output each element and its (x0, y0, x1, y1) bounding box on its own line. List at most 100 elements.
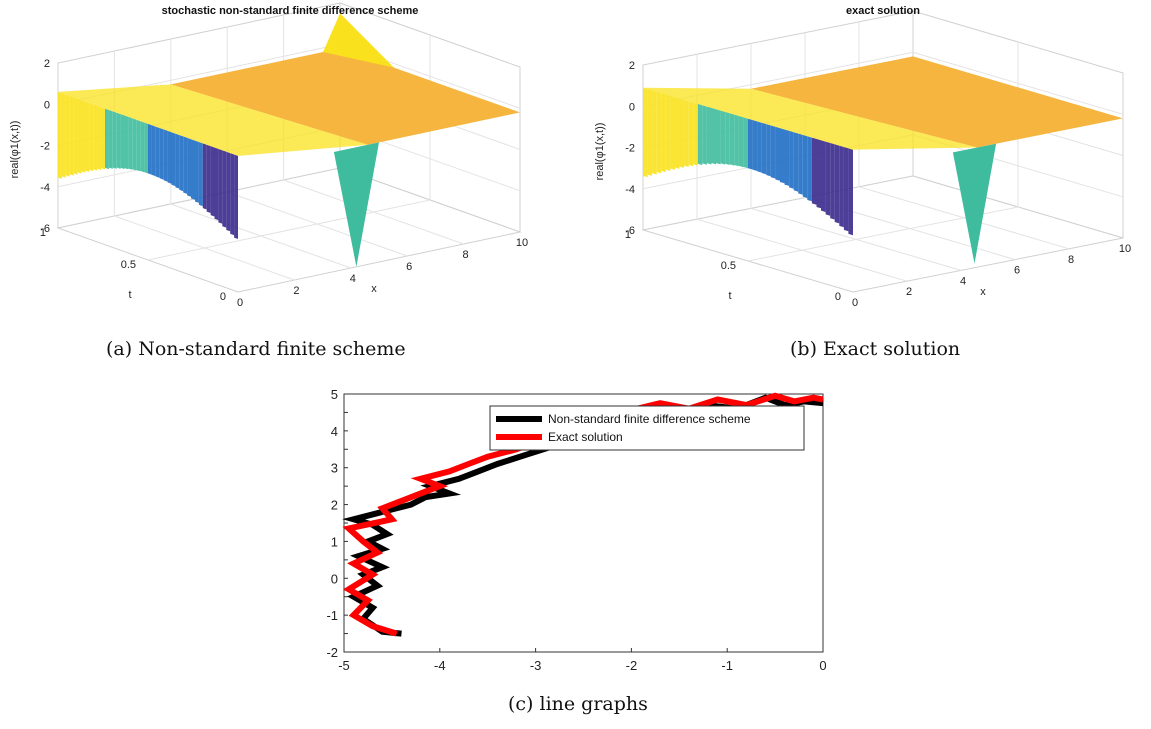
t-axis-label: t (728, 290, 731, 302)
x-tick-label: 4 (350, 273, 356, 285)
surface-strip (151, 125, 156, 177)
surface-strip (702, 105, 707, 165)
t-tick-label: 0 (835, 291, 841, 303)
surface-strip (226, 151, 231, 232)
x-tick-label: -1 (721, 658, 733, 673)
surface-strip (816, 138, 821, 209)
surface-strip (206, 144, 211, 213)
surface-strip (214, 147, 219, 221)
surface-strip (73, 97, 78, 175)
z-tick-label: 0 (44, 99, 50, 111)
z-tick-label: -2 (40, 141, 50, 153)
surface-strip (112, 111, 117, 169)
surface-strip (155, 126, 160, 178)
surface-strip (69, 96, 74, 176)
surface-title: stochastic non-standard finite differenc… (162, 5, 419, 17)
surface-crest (323, 13, 394, 68)
surface-strip (163, 129, 168, 182)
surface-strip (77, 98, 82, 174)
series-line-1 (342, 392, 824, 637)
y-tick-label: 3 (331, 461, 338, 476)
surface-strip (101, 107, 105, 170)
surface-plot-a: 2 0 -2 -4 -6 0 2 4 6 8 10 0 0.5 1 x t real(φ1(x,t)) stoch… (0, 0, 560, 310)
surface-strip (706, 106, 712, 165)
caption-b: (b) Exact solution (790, 338, 961, 360)
surface-strip (697, 103, 703, 166)
z-tick-label: 2 (629, 60, 635, 72)
x-tick-label: 8 (463, 249, 469, 261)
grid-line-z (642, 51, 1124, 115)
surface-title: exact solution (846, 5, 920, 17)
surface-strip (195, 140, 199, 203)
y-tick-label: 2 (331, 498, 338, 513)
surface-strip (140, 121, 145, 173)
surface-strip (748, 118, 753, 170)
x-tick-label: 8 (1068, 254, 1074, 266)
x-tick-label: 6 (406, 261, 412, 273)
surface-strip (230, 153, 235, 236)
y-tick-label: -1 (326, 608, 338, 623)
surface-strip (183, 136, 188, 194)
surface-strip (218, 148, 223, 224)
t-tick-label: 0 (220, 291, 226, 303)
surface-strip (675, 97, 680, 169)
surface-strip (93, 104, 98, 171)
surface-strip (61, 93, 66, 178)
surface-strip (120, 114, 125, 170)
surface-strip (729, 113, 735, 166)
surface-strip (647, 89, 653, 176)
t-tick-label: 1 (625, 229, 631, 241)
surface-ticks-1: 2 0 -2 -4 -6 0 2 4 6 8 10 0 0.5 1 x t real(φ1(x,t)) (594, 60, 1131, 309)
surface-plateau (170, 48, 521, 145)
t-tick-label: 0.5 (121, 259, 136, 271)
surface-strip (734, 114, 739, 167)
surface-trough (952, 143, 997, 264)
surface-strip (187, 137, 191, 197)
t-axis-label: t (128, 289, 131, 301)
surface-slope (58, 84, 368, 156)
x-tick-label: 2 (906, 286, 912, 298)
surface-strip (132, 118, 137, 171)
surface-strip (830, 142, 835, 220)
surface-strip (784, 129, 790, 186)
surface-strip (802, 134, 808, 198)
surface-strip (843, 147, 849, 232)
x-tick-label: 6 (1014, 265, 1020, 277)
surface-plot-b: 2 0 -2 -4 -6 0 2 4 6 8 10 0 0.5 1 x t real(φ1(x,t)) exact… (583, 0, 1151, 310)
t-tick-label: 1 (40, 227, 46, 239)
surface-strip (85, 101, 90, 172)
surface-strip (144, 122, 148, 174)
z-tick-label: -6 (40, 223, 50, 235)
x-tick-label: -2 (626, 658, 638, 673)
surface-strip (652, 90, 657, 175)
surface-strip (793, 132, 799, 192)
legend: Non-standard finite difference scheme Exa… (489, 405, 805, 451)
y-tick-label: 0 (331, 571, 338, 586)
surface-strip (725, 111, 730, 165)
y-tick-label: 5 (331, 387, 338, 402)
line-graph-c: -2 -1 0 1 2 3 4 5 -5 -4 -3 -2 -1 0 Non-standard finite… (320, 380, 840, 690)
legend-label-1: Exact solution (548, 430, 623, 444)
x-tick-label: 0 (819, 658, 826, 673)
surface-strip (761, 122, 767, 175)
surface-strip (684, 99, 689, 167)
surface-plot-a-svg: 2 0 -2 -4 -6 0 2 4 6 8 10 0 0.5 1 x t real(φ1(x,t)) stoch… (9, 2, 528, 309)
y-tick-label: 1 (331, 534, 338, 549)
surface-strip (175, 133, 180, 189)
surface-strip (179, 135, 184, 192)
surface-strip (720, 110, 726, 165)
surface-strip (789, 130, 794, 189)
surface-strip (834, 144, 840, 224)
x-tick-label: -5 (338, 658, 350, 673)
z-axis-label: real(φ1(x,t)) (594, 123, 606, 181)
surface-strip (89, 103, 94, 172)
surface-strip (811, 137, 817, 205)
surface-strip (821, 140, 826, 212)
surface-strip (198, 142, 203, 207)
surface-strip (210, 146, 215, 217)
surface-strip (766, 124, 771, 177)
surface-strip (807, 136, 812, 202)
surface-strip (234, 154, 238, 239)
z-tick-label: 0 (629, 101, 635, 113)
surface-strip (757, 121, 762, 173)
